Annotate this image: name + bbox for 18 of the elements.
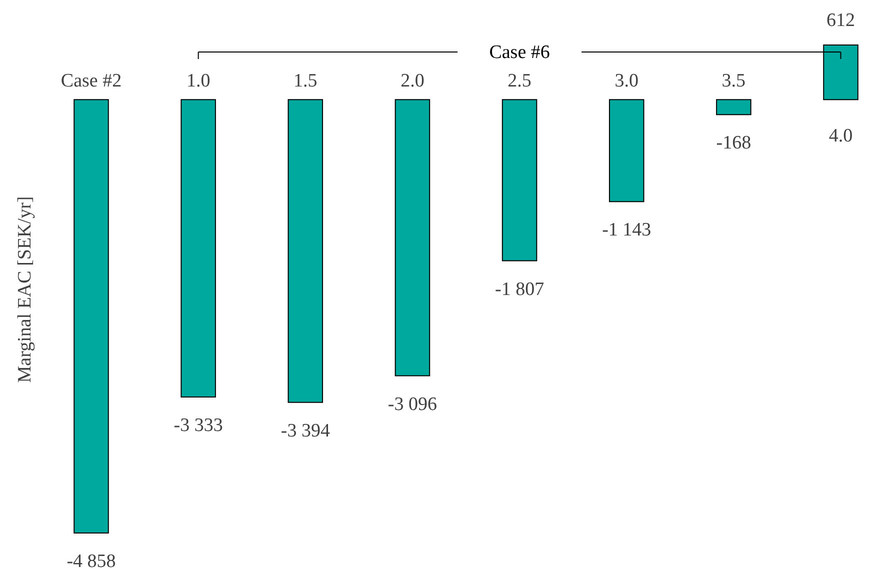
- data-label: -3 394: [280, 420, 330, 442]
- y-axis-title: Marginal EAC [SEK/yr]: [14, 196, 36, 383]
- data-label: -1 807: [494, 278, 544, 300]
- data-label: 612: [826, 10, 855, 31]
- x-tick-label: 1.0: [186, 70, 210, 92]
- data-label: -3 096: [388, 394, 438, 415]
- annotation: Case #6: [489, 42, 550, 63]
- x-tick-label: 1.5: [294, 70, 318, 92]
- x-tick-label: 2.0: [400, 70, 424, 92]
- data-label: -3 333: [174, 414, 223, 436]
- data-label: -1 143: [602, 220, 652, 241]
- x-tick-label: Case #2: [60, 70, 122, 92]
- x-tick-label: 2.5: [508, 70, 532, 92]
- x-tick-label: 3.0: [614, 70, 638, 92]
- data-label: -4 858: [66, 551, 116, 572]
- x-tick-label: 4.0: [828, 126, 853, 147]
- x-tick-label: 3.5: [722, 70, 746, 92]
- data-label: -168: [716, 132, 752, 154]
